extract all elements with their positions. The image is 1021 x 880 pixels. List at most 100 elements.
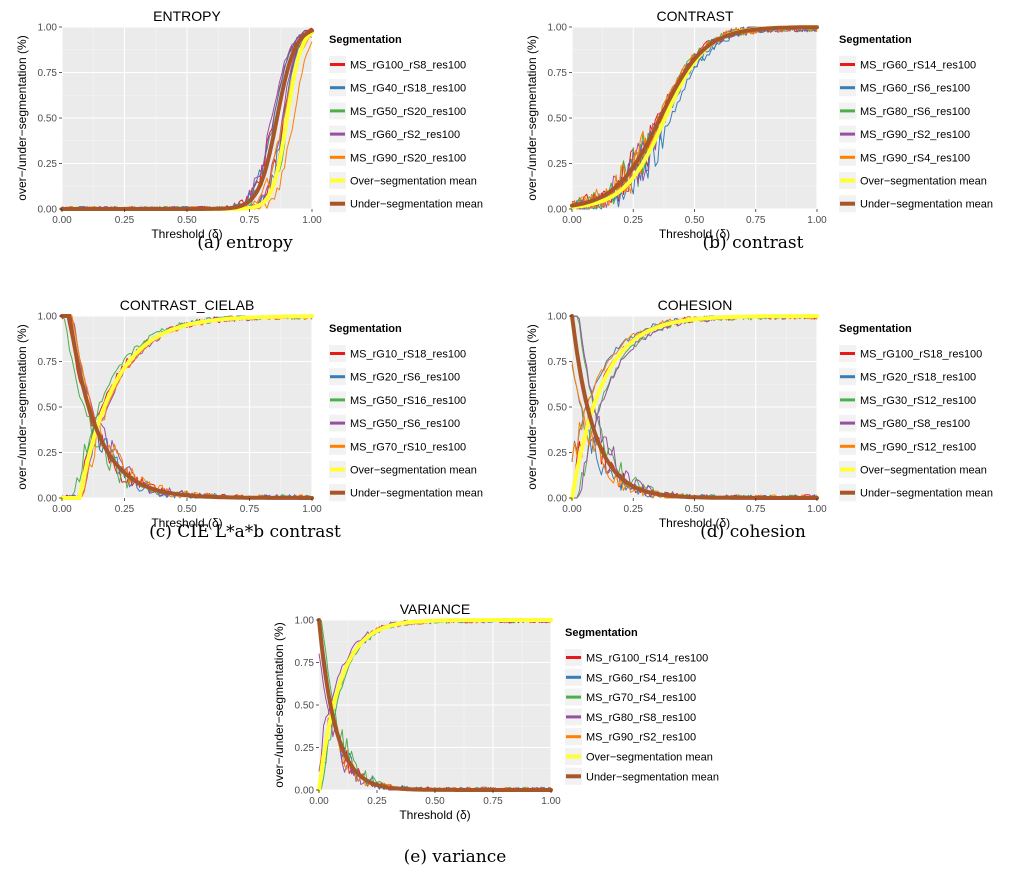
- x-tick-label: 0.25: [115, 215, 135, 226]
- y-tick-label: 0.25: [548, 448, 568, 459]
- legend-label: MS_rG100_rS8_res100: [350, 60, 466, 72]
- legend-label: MS_rG50_rS6_res100: [350, 418, 460, 430]
- legend-label: MS_rG20_rS6_res100: [350, 372, 460, 384]
- legend-label: MS_rG50_rS16_res100: [350, 395, 466, 407]
- x-tick-label: 0.25: [624, 504, 644, 515]
- legend-title: Segmentation: [839, 34, 912, 46]
- x-axis-label: Threshold (δ): [151, 227, 222, 241]
- legend-label: MS_rG30_rS12_res100: [860, 395, 976, 407]
- x-tick-label: 0.00: [52, 504, 72, 515]
- legend-label: MS_rG100_rS14_res100: [586, 653, 708, 665]
- y-tick-label: 0.50: [38, 403, 58, 414]
- under-segmentation-mean-line: [570, 25, 819, 208]
- y-tick-label: 0.25: [548, 159, 568, 170]
- x-tick-label: 0.50: [685, 215, 705, 226]
- x-tick-label: 0.75: [746, 504, 766, 515]
- x-tick-label: 0.75: [483, 796, 503, 807]
- y-axis-label: over−/under−segmentation (%): [15, 35, 29, 200]
- legend-label: MS_rG100_rS18_res100: [860, 349, 982, 361]
- x-tick-label: 1.00: [807, 215, 827, 226]
- legend-label: Under−segmentation mean: [860, 199, 993, 211]
- x-tick-label: 1.00: [807, 504, 827, 515]
- x-tick-label: 0.75: [746, 215, 766, 226]
- legend-label: Over−segmentation mean: [586, 752, 713, 764]
- legend-label: MS_rG90_rS12_res100: [860, 441, 976, 453]
- over-segmentation-mean-line: [60, 314, 314, 500]
- legend-title: Segmentation: [565, 627, 638, 639]
- caption: (b) contrast: [703, 233, 804, 253]
- x-tick-label: 0.50: [177, 504, 197, 515]
- legend-label: MS_rG50_rS20_res100: [350, 106, 466, 118]
- x-tick-label: 1.00: [302, 504, 322, 515]
- y-tick-label: 0.50: [548, 403, 568, 414]
- chart-title: COHESION: [658, 297, 733, 313]
- legend-label: MS_rG60_rS6_res100: [860, 83, 970, 95]
- legend-label: MS_rG70_rS10_res100: [350, 441, 466, 453]
- x-axis-label: Threshold (δ): [659, 516, 730, 530]
- legend-label: MS_rG90_rS2_res100: [860, 129, 970, 141]
- legend-label: MS_rG10_rS18_res100: [350, 349, 466, 361]
- panel-3: 0.00 0.25 0.50 0.75 1.00 0.00 0.25 0.50 0.75 1.00…: [525, 297, 993, 542]
- x-tick-label: 0.00: [309, 796, 329, 807]
- x-tick-label: 1.00: [302, 215, 322, 226]
- x-tick-label: 0.25: [115, 504, 135, 515]
- y-tick-label: 0.75: [548, 357, 568, 368]
- legend-label: Over−segmentation mean: [350, 465, 477, 477]
- caption: (e) variance: [404, 847, 507, 867]
- y-tick-label: 0.25: [295, 743, 315, 754]
- legend-title: Segmentation: [329, 323, 402, 335]
- y-axis-label: over−/under−segmentation (%): [272, 622, 286, 787]
- x-tick-label: 0.25: [624, 215, 644, 226]
- chart-title: VARIANCE: [400, 601, 471, 617]
- legend-label: MS_rG40_rS18_res100: [350, 83, 466, 95]
- legend-label: MS_rG60_rS14_res100: [860, 60, 976, 72]
- legend-label: MS_rG60_rS2_res100: [350, 129, 460, 141]
- y-tick-label: 1.00: [548, 23, 568, 34]
- y-axis-label: over−/under−segmentation (%): [525, 35, 539, 200]
- legend-label: MS_rG90_rS2_res100: [586, 732, 696, 744]
- legend-label: Under−segmentation mean: [860, 488, 993, 500]
- x-tick-label: 0.25: [367, 796, 387, 807]
- x-tick-label: 0.00: [562, 504, 582, 515]
- y-tick-label: 0.50: [295, 701, 315, 712]
- x-tick-label: 0.75: [240, 215, 260, 226]
- y-tick-label: 0.00: [38, 494, 58, 505]
- legend-label: Over−segmentation mean: [860, 176, 987, 188]
- legend-label: Over−segmentation mean: [860, 465, 987, 477]
- x-axis-label: Threshold (δ): [659, 227, 730, 241]
- legend-label: Over−segmentation mean: [350, 176, 477, 188]
- legend-label: MS_rG90_rS4_res100: [860, 152, 970, 164]
- x-tick-label: 0.50: [425, 796, 445, 807]
- x-tick-label: 0.00: [52, 215, 72, 226]
- legend-label: Under−segmentation mean: [350, 199, 483, 211]
- panel-2: 0.00 0.25 0.50 0.75 1.00 0.00 0.25 0.50 0.75 1.00…: [15, 297, 483, 542]
- legend-label: Under−segmentation mean: [350, 488, 483, 500]
- panel-4: 0.00 0.25 0.50 0.75 1.00 0.00 0.25 0.50 0.75 1.00…: [272, 601, 719, 867]
- y-tick-label: 0.25: [38, 448, 58, 459]
- x-tick-label: 1.00: [541, 796, 561, 807]
- legend-label: MS_rG20_rS18_res100: [860, 372, 976, 384]
- over-segmentation-mean-line: [317, 618, 553, 792]
- legend-label: MS_rG70_rS4_res100: [586, 692, 696, 704]
- y-tick-label: 0.75: [295, 658, 315, 669]
- chart-title: CONTRAST_CIELAB: [120, 297, 255, 313]
- y-tick-label: 0.50: [548, 114, 568, 125]
- caption: (a) entropy: [197, 233, 293, 253]
- x-tick-label: 0.50: [177, 215, 197, 226]
- chart-title: CONTRAST: [657, 8, 734, 24]
- y-tick-label: 0.50: [38, 114, 58, 125]
- y-axis-label: over−/under−segmentation (%): [525, 324, 539, 489]
- x-tick-label: 0.00: [562, 215, 582, 226]
- y-tick-label: 0.75: [38, 68, 58, 79]
- y-tick-label: 0.25: [38, 159, 58, 170]
- panel-1: 0.00 0.25 0.50 0.75 1.00 0.00 0.25 0.50 0.75 1.00…: [525, 8, 993, 253]
- chart-title: ENTROPY: [153, 8, 221, 24]
- under-segmentation-mean-line: [570, 314, 819, 500]
- under-segmentation-mean-line: [317, 618, 553, 792]
- legend-label: Under−segmentation mean: [586, 771, 719, 783]
- panel-0: 0.00 0.25 0.50 0.75 1.00 0.00 0.25 0.50 0.75 1.00…: [15, 8, 483, 253]
- y-tick-label: 0.75: [548, 68, 568, 79]
- legend-label: MS_rG60_rS4_res100: [586, 672, 696, 684]
- over-segmentation-mean-line: [570, 314, 819, 500]
- y-tick-label: 1.00: [38, 23, 58, 34]
